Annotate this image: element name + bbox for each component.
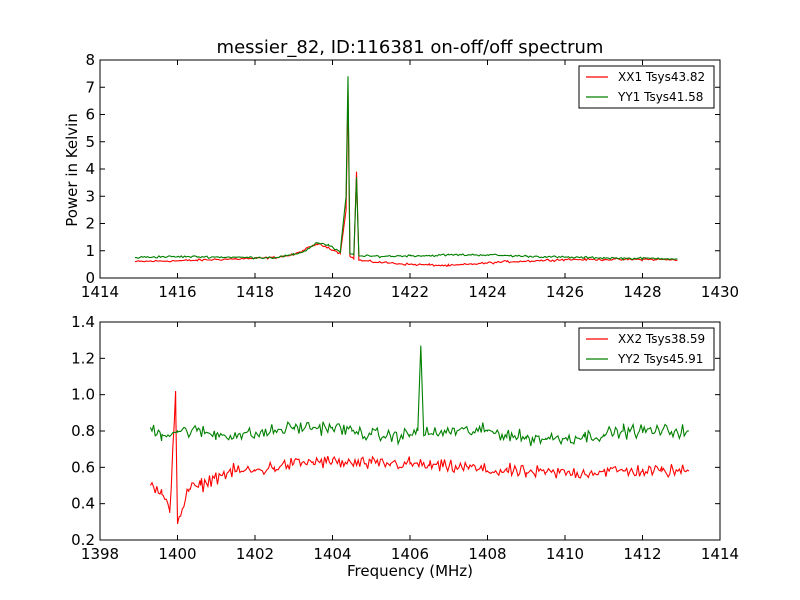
x-tick-label: 1398	[81, 545, 119, 563]
x-tick-label: 1428	[623, 283, 661, 301]
x-tick-label: 1416	[158, 283, 196, 301]
bottom-plot-data	[149, 345, 690, 525]
y-tick-label: 1	[85, 242, 95, 260]
x-tick-label: 1418	[236, 283, 274, 301]
bottom-panel: Frequency (MHz) 1398 1400 1402 1404 1406 1408…	[71, 313, 739, 580]
series-line-1-2	[134, 76, 678, 262]
x-tick-label: 1426	[546, 283, 584, 301]
x-tick-label: 1404	[313, 545, 351, 563]
y-tick-label: 1.4	[71, 313, 95, 331]
x-tick-label: 1420	[313, 283, 351, 301]
y-tick-label: 8	[85, 51, 95, 69]
bottom-legend-box	[578, 327, 715, 371]
y-tick-label: 3	[85, 187, 95, 205]
x-tick-label: 1402	[236, 545, 274, 563]
series-line-1-1	[134, 92, 678, 268]
y-tick-label: 4	[85, 160, 95, 178]
top-panel: messier_82, ID:116381 on-off/off spectru…	[63, 37, 739, 301]
y-tick-label: 1.2	[71, 349, 95, 367]
legend-label-xx1: XX1 Tsys43.82	[618, 70, 705, 84]
x-axis-label: Frequency (MHz)	[347, 562, 473, 580]
x-tick-label: 1422	[391, 283, 429, 301]
x-tick-label: 1406	[391, 545, 429, 563]
bottom-axis-ticks: 1398 1400 1402 1404 1406 1408 1410 1412 1414 0.2 0…	[71, 313, 739, 563]
y-tick-label: 6	[85, 106, 95, 124]
x-tick-label: 1424	[468, 283, 506, 301]
legend-label-xx2: XX2 Tsys38.59	[618, 332, 705, 346]
legend-label-yy1: YY1 Tsys41.58	[617, 90, 703, 104]
y-tick-label: 5	[85, 133, 95, 151]
y-tick-label: 0.6	[71, 458, 95, 476]
x-tick-label: 1410	[546, 545, 584, 563]
top-axis-ticks: 1414 1416 1418 1420 1422 1424 1426 1428 1430 0 1 2 3…	[81, 51, 739, 301]
y-tick-label: 1.0	[71, 386, 95, 404]
x-tick-label: 1430	[701, 283, 739, 301]
x-tick-label: 1414	[701, 545, 739, 563]
y-tick-label: 0.2	[71, 531, 95, 549]
y-tick-label: 0.4	[71, 495, 95, 513]
chart-title: messier_82, ID:116381 on-off/off spectru…	[217, 37, 604, 58]
x-tick-label: 1400	[158, 545, 196, 563]
y-tick-label: 7	[85, 78, 95, 96]
y-tick-label: 0	[85, 269, 95, 287]
y-tick-label: 2	[85, 215, 95, 233]
series-line-2-1	[149, 390, 690, 525]
y-axis-label-top: Power in Kelvin	[63, 113, 81, 227]
top-plot-data	[134, 76, 678, 268]
x-tick-label: 1412	[623, 545, 661, 563]
y-tick-label: 0.8	[71, 422, 95, 440]
x-tick-label: 1414	[81, 283, 119, 301]
series-line-2-2	[149, 345, 690, 447]
top-legend-box	[578, 65, 715, 109]
bottom-legend: XX2 Tsys38.59 YY2 Tsys45.91	[578, 327, 715, 371]
x-tick-label: 1408	[468, 545, 506, 563]
top-legend: XX1 Tsys43.82 YY1 Tsys41.58	[578, 65, 715, 109]
legend-label-yy2: YY2 Tsys45.91	[617, 352, 703, 366]
